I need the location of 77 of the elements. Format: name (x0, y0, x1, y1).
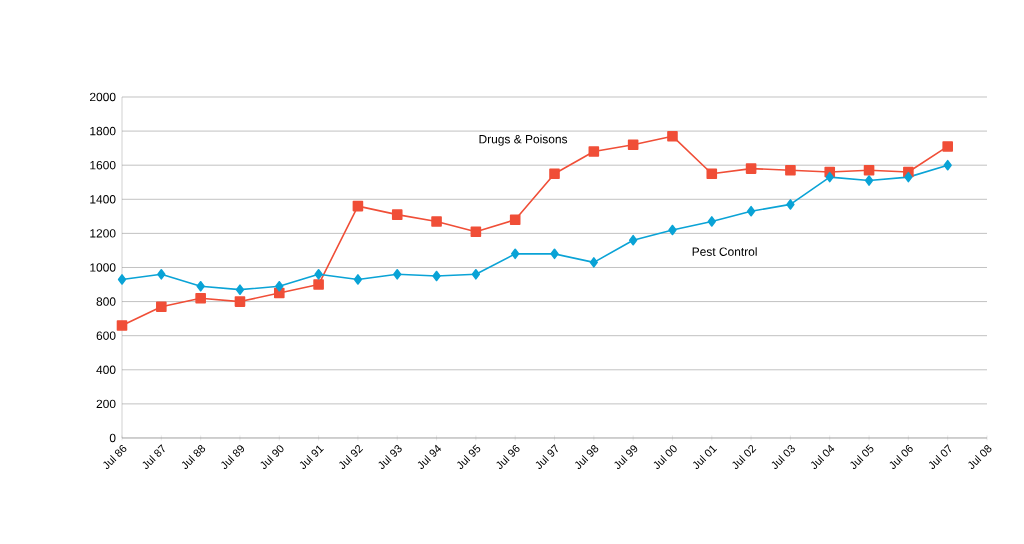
point (393, 269, 402, 280)
point (313, 279, 324, 290)
y-tick-label: 1000 (90, 263, 116, 272)
point (825, 171, 834, 183)
x-tick-label: Jul 95 (457, 444, 481, 469)
point (707, 216, 716, 227)
point (904, 171, 913, 183)
point (352, 200, 364, 212)
x-tick-label: Jul 03 (771, 445, 795, 469)
point (588, 146, 600, 157)
point (786, 199, 795, 210)
point (314, 269, 323, 280)
point (471, 269, 481, 280)
y-tick-label: 0 (109, 433, 116, 443)
point (432, 270, 441, 282)
point (509, 214, 521, 226)
point (431, 216, 442, 227)
point (667, 130, 678, 142)
x-tick-label: Jul 89 (221, 445, 245, 469)
x-tick-label: Jul 02 (732, 445, 757, 469)
y-tick-label: 200 (96, 399, 116, 409)
x-tick-label: Jul 86 (103, 445, 127, 469)
x-tick-label: Jul 94 (417, 444, 442, 469)
x-tick-label: Jul 93 (378, 445, 402, 469)
x-tick-label: Jul 97 (535, 444, 558, 469)
point (550, 248, 559, 260)
point (706, 168, 718, 180)
point (195, 292, 206, 304)
x-tick-label: Jul 88 (181, 445, 206, 469)
point (116, 320, 128, 331)
point (668, 224, 677, 236)
y-tick-label: 1200 (90, 229, 116, 238)
x-tick-label: Jul 07 (928, 444, 952, 469)
x-tick-label: Jul 01 (692, 445, 718, 469)
point (864, 175, 874, 186)
point (234, 296, 246, 307)
series-label: Pest Control (692, 247, 757, 256)
x-tick-label: Jul 92 (339, 445, 364, 469)
point (117, 274, 127, 285)
series-label: Drugs & Poisons (479, 134, 568, 146)
x-tick-label: Jul 96 (496, 445, 520, 469)
point (589, 257, 598, 268)
x-tick-label: Jul 04 (810, 444, 835, 469)
y-tick-label: 2000 (89, 92, 116, 102)
y-tick-label: 1600 (90, 160, 116, 170)
point (943, 159, 952, 171)
point (196, 280, 205, 292)
y-tick-label: 400 (96, 365, 116, 375)
x-tick-label: Jul 08 (968, 445, 992, 469)
point (746, 205, 756, 217)
x-tick-label: Jul 91 (299, 445, 324, 469)
point (745, 163, 757, 174)
point (785, 165, 796, 176)
x-tick-label: Jul 98 (575, 445, 599, 469)
y-tick-label: 1400 (90, 195, 116, 204)
y-tick-label: 600 (96, 331, 116, 340)
point (511, 248, 520, 260)
x-tick-label: Jul 99 (614, 445, 638, 469)
x-tick-label: Jul 05 (850, 444, 874, 469)
point (275, 280, 284, 292)
point (353, 274, 363, 285)
point (391, 209, 403, 220)
x-tick-label: Jul 06 (889, 445, 913, 469)
point (942, 141, 953, 152)
point (470, 226, 482, 237)
y-tick-label: 1800 (90, 126, 116, 136)
point (235, 284, 245, 295)
x-tick-label: Jul 90 (260, 445, 284, 469)
x-tick-label: Jul 87 (142, 444, 165, 469)
point (549, 168, 560, 180)
point (157, 269, 166, 280)
point (863, 165, 875, 176)
y-tick-label: 800 (96, 297, 116, 306)
x-tick-label: Jul 00 (653, 445, 677, 469)
point (156, 301, 167, 312)
point (628, 234, 638, 246)
point (627, 139, 639, 151)
